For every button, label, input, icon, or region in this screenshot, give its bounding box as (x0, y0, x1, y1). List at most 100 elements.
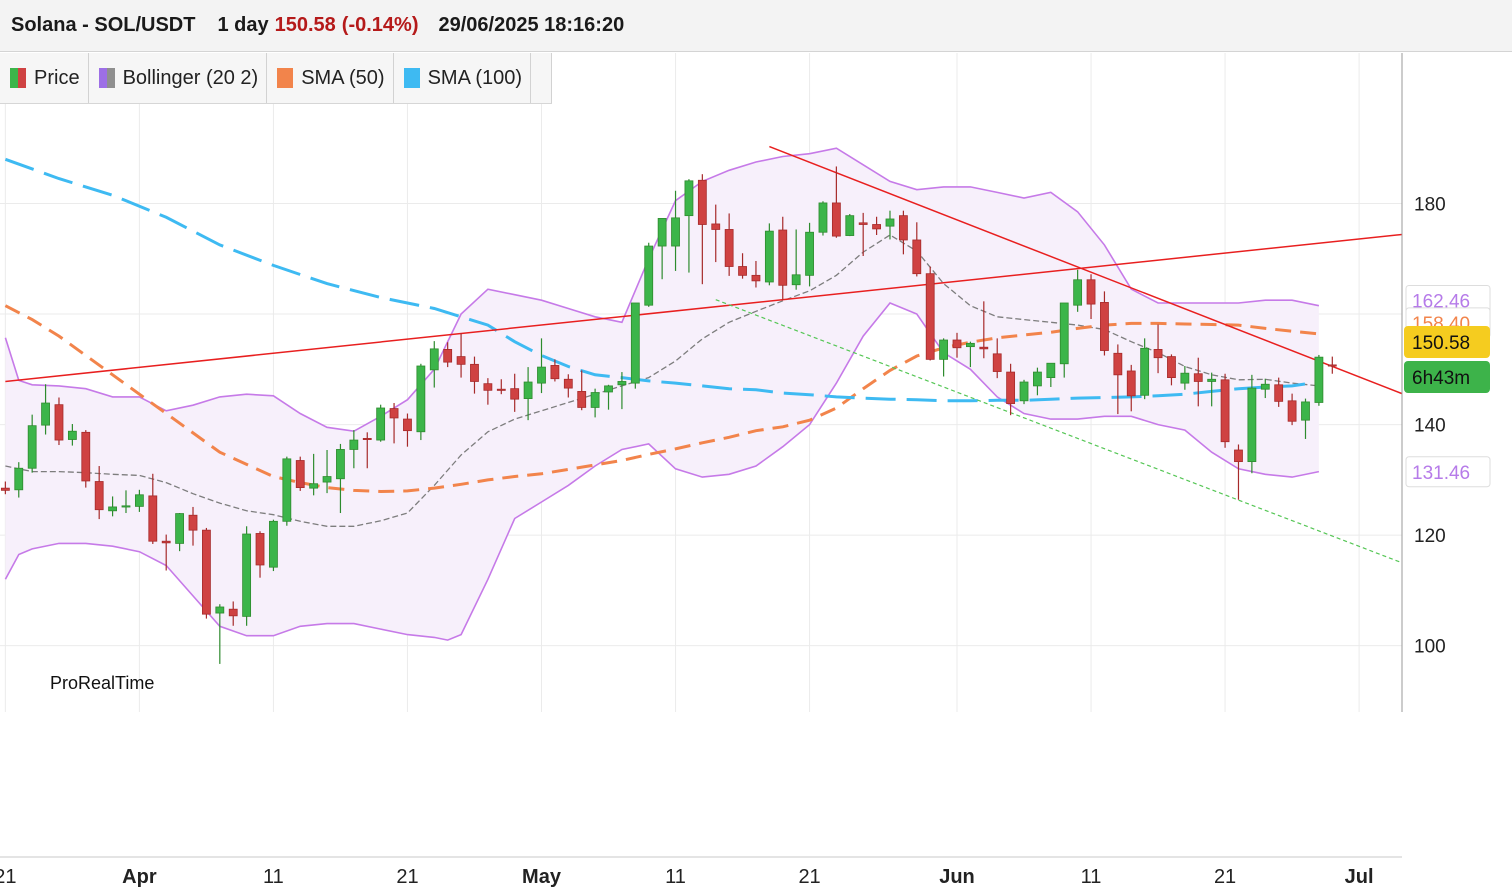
candle[interactable] (671, 190, 680, 271)
candle[interactable] (349, 430, 359, 469)
timeframe[interactable]: 1 day (217, 14, 269, 36)
candle[interactable] (41, 384, 50, 435)
candle[interactable] (577, 370, 587, 411)
candle[interactable] (939, 338, 949, 377)
candle[interactable] (1100, 291, 1109, 356)
candle[interactable] (1247, 374, 1257, 474)
candle[interactable] (134, 489, 144, 512)
candle[interactable] (1019, 379, 1029, 405)
candle[interactable] (282, 456, 292, 526)
candle[interactable] (362, 432, 372, 469)
candle[interactable] (255, 531, 265, 578)
candle[interactable] (27, 414, 37, 473)
candle[interactable] (764, 223, 774, 286)
candle[interactable] (121, 490, 131, 514)
candle[interactable] (724, 213, 734, 276)
candle[interactable] (550, 359, 560, 382)
candle[interactable] (738, 253, 747, 279)
candle[interactable] (791, 229, 801, 290)
candle[interactable] (952, 332, 962, 358)
candle[interactable] (1033, 367, 1042, 396)
candle[interactable] (175, 513, 185, 552)
candle[interactable] (1220, 373, 1230, 448)
candle[interactable] (403, 413, 412, 447)
candle[interactable] (67, 424, 77, 446)
candle[interactable] (389, 403, 399, 444)
candle[interactable] (108, 496, 117, 517)
candle[interactable] (94, 466, 104, 520)
candle[interactable] (818, 201, 828, 236)
candle[interactable] (992, 338, 1002, 379)
candle[interactable] (228, 601, 238, 626)
legend-item-sma100[interactable]: SMA (100) (394, 53, 532, 103)
candle[interactable] (376, 404, 386, 442)
candle[interactable] (161, 534, 171, 571)
candle[interactable] (0, 481, 10, 495)
candle[interactable] (1287, 393, 1297, 426)
candle[interactable] (81, 430, 91, 488)
candle[interactable] (1234, 444, 1243, 500)
candle[interactable] (1301, 398, 1310, 439)
candle[interactable] (1126, 364, 1136, 412)
legend-item-bollinger[interactable]: Bollinger (20 2) (89, 53, 268, 103)
candle[interactable] (1274, 377, 1284, 407)
candle[interactable] (684, 179, 694, 273)
candle[interactable] (912, 222, 922, 277)
candle[interactable] (269, 519, 278, 572)
candle[interactable] (242, 526, 252, 626)
candle[interactable] (443, 342, 453, 368)
candle[interactable] (805, 222, 814, 287)
candle[interactable] (483, 378, 493, 405)
candle[interactable] (697, 174, 707, 285)
candle[interactable] (872, 216, 881, 235)
candle[interactable] (510, 373, 520, 412)
candle[interactable] (1140, 338, 1150, 400)
candle[interactable] (778, 216, 788, 300)
legend-item-price[interactable]: Price (0, 53, 89, 103)
candle[interactable] (1180, 365, 1190, 390)
candles[interactable] (0, 166, 1337, 664)
candle[interactable] (1113, 344, 1123, 415)
candle[interactable] (1207, 372, 1217, 407)
candle[interactable] (711, 204, 721, 263)
candle[interactable] (215, 604, 225, 664)
candle[interactable] (604, 384, 613, 410)
candle[interactable] (1046, 362, 1056, 387)
candle[interactable] (644, 242, 654, 307)
candle[interactable] (630, 302, 640, 389)
candle[interactable] (336, 443, 345, 514)
candle[interactable] (322, 450, 332, 494)
candle[interactable] (456, 333, 466, 378)
candle[interactable] (563, 374, 573, 398)
candle[interactable] (202, 527, 211, 619)
candle[interactable] (925, 266, 935, 361)
legend-item-sma50[interactable]: SMA (50) (267, 53, 394, 103)
candle[interactable] (1327, 356, 1337, 374)
candle[interactable] (845, 213, 855, 237)
candle[interactable] (1193, 357, 1203, 407)
candle[interactable] (148, 473, 158, 544)
candle[interactable] (295, 456, 305, 491)
candle[interactable] (416, 363, 426, 441)
candle[interactable] (751, 260, 761, 288)
candle[interactable] (1059, 302, 1069, 378)
candle[interactable] (54, 397, 64, 446)
candle[interactable] (523, 367, 533, 421)
candle[interactable] (858, 212, 868, 256)
candle[interactable] (1073, 269, 1083, 312)
candle[interactable] (309, 453, 319, 496)
candle[interactable] (1260, 378, 1270, 399)
candle[interactable] (617, 372, 627, 410)
candle[interactable] (898, 210, 908, 255)
candle[interactable] (470, 356, 479, 394)
candle[interactable] (590, 388, 600, 418)
candle[interactable] (1314, 354, 1324, 406)
candle[interactable] (1086, 274, 1096, 320)
candle[interactable] (885, 210, 895, 240)
candle[interactable] (188, 506, 198, 546)
candle[interactable] (429, 341, 439, 388)
candle[interactable] (1167, 354, 1176, 386)
candle[interactable] (966, 341, 975, 368)
candle[interactable] (657, 218, 667, 280)
